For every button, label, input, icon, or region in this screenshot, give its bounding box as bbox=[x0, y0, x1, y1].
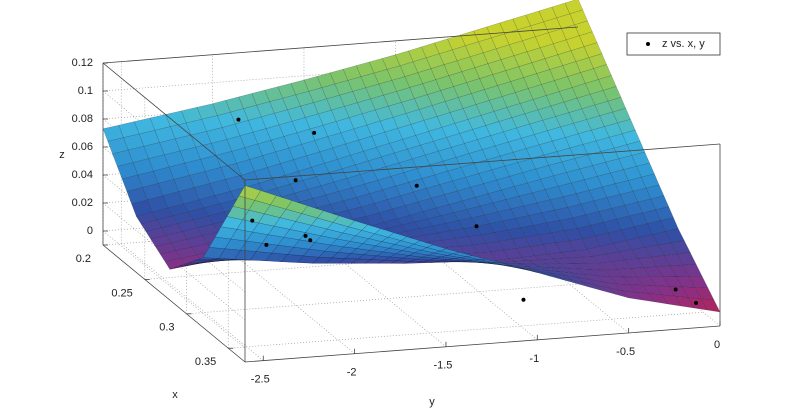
y-tick-label: -1.5 bbox=[433, 360, 452, 372]
x-tick-label: 0.3 bbox=[159, 322, 174, 334]
x-tick-label: 0.25 bbox=[111, 287, 132, 299]
surface-patch bbox=[492, 262, 512, 266]
data-point bbox=[693, 300, 698, 305]
y-tick-label: -2 bbox=[347, 367, 357, 379]
data-point bbox=[293, 178, 298, 183]
z-tick-label: 0.12 bbox=[72, 57, 93, 69]
grid-line bbox=[102, 230, 246, 349]
grid-line bbox=[121, 243, 264, 361]
y-tick-label: -2.5 bbox=[251, 374, 270, 386]
z-tick-label: 0.1 bbox=[78, 85, 93, 97]
z-axis-label: z bbox=[59, 149, 65, 161]
x-axis-label: x bbox=[172, 389, 178, 401]
surface-patch bbox=[426, 244, 447, 252]
x-tick-label: 0.2 bbox=[76, 253, 91, 265]
surface-patch bbox=[570, 279, 590, 288]
surface-patch bbox=[531, 270, 551, 277]
axes-box: 0 0.02 0.04 0.06 0.08 0.1 0.12 -2.5 -2 -1.5 -1 -0.5… bbox=[72, 26, 721, 386]
data-point bbox=[673, 287, 678, 292]
surface bbox=[102, 0, 721, 313]
legend: z vs. x, y bbox=[626, 32, 721, 56]
box-edge bbox=[102, 62, 246, 181]
legend-box bbox=[626, 32, 721, 56]
z-tick-label: 0.04 bbox=[72, 169, 93, 181]
y-tick-label: -1 bbox=[529, 353, 539, 365]
z-tick-label: 0.02 bbox=[72, 197, 93, 209]
data-point bbox=[414, 183, 419, 188]
surface-patch bbox=[361, 224, 382, 234]
surface-patch bbox=[374, 228, 395, 238]
z-tick-label: 0 bbox=[87, 225, 93, 237]
data-point bbox=[521, 297, 526, 302]
box-edge bbox=[244, 143, 721, 181]
data-point bbox=[308, 238, 313, 243]
data-point bbox=[264, 242, 269, 247]
y-tick-label: 0 bbox=[714, 339, 720, 351]
surface-patch bbox=[505, 265, 525, 270]
grid-line bbox=[228, 311, 704, 349]
data-point bbox=[250, 218, 255, 223]
data-point bbox=[474, 224, 479, 229]
data-point bbox=[236, 117, 241, 122]
surface-patch bbox=[583, 282, 603, 291]
z-tick-label: 0.08 bbox=[72, 113, 93, 125]
scatter bbox=[236, 117, 698, 305]
surface-patch bbox=[332, 215, 355, 228]
surface-patch bbox=[595, 284, 617, 295]
surface-patch bbox=[348, 220, 369, 231]
z-tick-label: 0.06 bbox=[72, 141, 93, 153]
surface-patch bbox=[387, 232, 408, 241]
legend-marker bbox=[646, 42, 650, 46]
data-point bbox=[303, 233, 308, 238]
box-edge bbox=[102, 26, 579, 64]
box-edge bbox=[102, 244, 246, 363]
surface-patch bbox=[316, 210, 340, 223]
surface-patch bbox=[238, 185, 262, 201]
x-tick-label: 0.35 bbox=[195, 356, 216, 368]
y-tick-label: -0.5 bbox=[616, 346, 635, 358]
surface-patch bbox=[270, 195, 293, 210]
grid-line bbox=[102, 202, 246, 321]
surface-patch bbox=[413, 240, 434, 248]
box-edge bbox=[244, 325, 721, 363]
grid-line bbox=[102, 174, 246, 293]
y-axis-label: y bbox=[429, 396, 435, 408]
data-point bbox=[312, 130, 317, 135]
legend-label: z vs. x, y bbox=[662, 38, 705, 50]
